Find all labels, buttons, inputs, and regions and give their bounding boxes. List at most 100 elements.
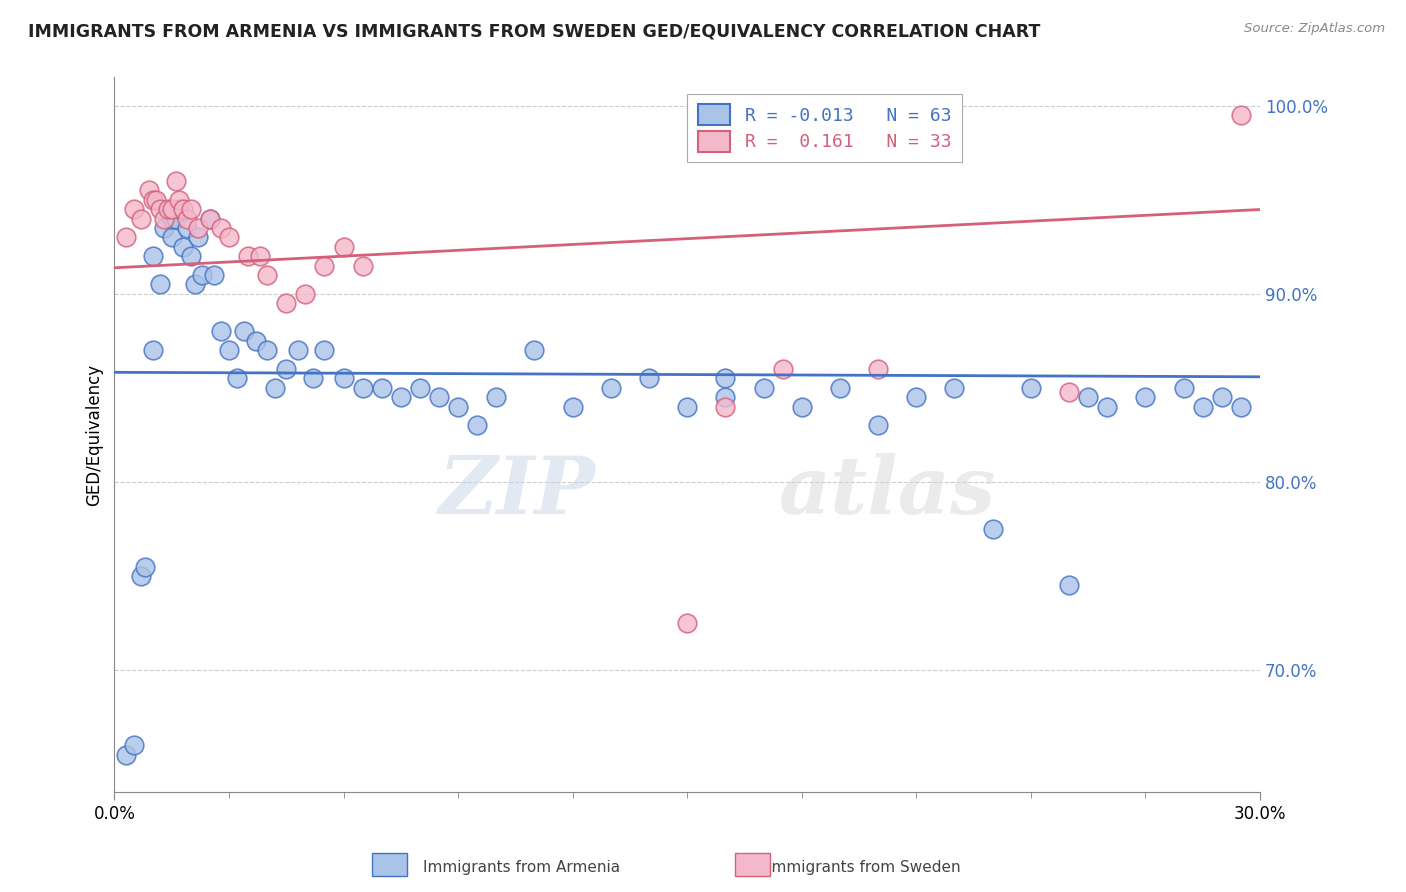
Point <box>790 400 813 414</box>
Text: ZIP: ZIP <box>439 453 596 531</box>
Point <box>905 390 928 404</box>
Point <box>352 381 374 395</box>
Point <box>1057 384 1080 399</box>
Point <box>202 268 225 282</box>
Point <box>180 202 202 216</box>
Point <box>1057 578 1080 592</box>
Point <box>122 738 145 752</box>
Point <box>1135 390 1157 404</box>
Point <box>129 211 152 226</box>
Point <box>180 249 202 263</box>
Point <box>1173 381 1195 395</box>
Point <box>115 747 138 762</box>
Point <box>676 615 699 630</box>
Point <box>169 202 191 216</box>
Text: IMMIGRANTS FROM ARMENIA VS IMMIGRANTS FROM SWEDEN GED/EQUIVALENCY CORRELATION CH: IMMIGRANTS FROM ARMENIA VS IMMIGRANTS FR… <box>28 22 1040 40</box>
Point <box>389 390 412 404</box>
Point <box>868 362 890 376</box>
Point <box>145 193 167 207</box>
Point <box>561 400 583 414</box>
Point <box>714 390 737 404</box>
Point <box>172 240 194 254</box>
Point <box>256 268 278 282</box>
Point <box>122 202 145 216</box>
Point <box>1077 390 1099 404</box>
Point <box>245 334 267 348</box>
Point <box>209 325 232 339</box>
Point <box>447 400 470 414</box>
Point <box>176 211 198 226</box>
Point <box>752 381 775 395</box>
Point <box>153 221 176 235</box>
Point <box>302 371 325 385</box>
Point <box>256 343 278 358</box>
Point <box>599 381 621 395</box>
Point <box>1191 400 1213 414</box>
Point <box>149 277 172 292</box>
Text: atlas: atlas <box>779 453 997 531</box>
Point <box>1095 400 1118 414</box>
Point <box>160 211 183 226</box>
Point <box>276 362 298 376</box>
Point <box>156 202 179 216</box>
Point <box>160 230 183 244</box>
Point <box>249 249 271 263</box>
Point <box>638 371 661 385</box>
Point <box>233 325 256 339</box>
Point <box>172 202 194 216</box>
Point <box>409 381 432 395</box>
Point <box>138 183 160 197</box>
Point <box>676 400 699 414</box>
Point <box>523 343 546 358</box>
Point <box>153 211 176 226</box>
Point <box>868 418 890 433</box>
Point <box>134 559 156 574</box>
Point <box>1229 400 1251 414</box>
Point <box>772 362 794 376</box>
Point <box>198 211 221 226</box>
Text: Immigrants from Armenia: Immigrants from Armenia <box>422 860 620 874</box>
Point <box>169 193 191 207</box>
Point <box>129 569 152 583</box>
Point <box>218 230 240 244</box>
Point <box>332 240 354 254</box>
Point <box>176 221 198 235</box>
Point <box>465 418 488 433</box>
Point <box>209 221 232 235</box>
Point <box>276 296 298 310</box>
Point <box>225 371 247 385</box>
Point <box>198 211 221 226</box>
Legend: R = -0.013   N = 63, R =  0.161   N = 33: R = -0.013 N = 63, R = 0.161 N = 33 <box>688 94 962 162</box>
Point <box>352 259 374 273</box>
Point <box>1019 381 1042 395</box>
Point <box>287 343 309 358</box>
Point <box>485 390 508 404</box>
Point <box>236 249 259 263</box>
Point <box>142 249 165 263</box>
Point <box>115 230 138 244</box>
Point <box>828 381 851 395</box>
Point <box>165 211 187 226</box>
Y-axis label: GED/Equivalency: GED/Equivalency <box>86 364 103 506</box>
Text: Immigrants from Sweden: Immigrants from Sweden <box>768 860 960 874</box>
Point <box>294 286 316 301</box>
Point <box>142 193 165 207</box>
Point <box>187 221 209 235</box>
Point <box>370 381 392 395</box>
Point <box>160 202 183 216</box>
Point <box>263 381 285 395</box>
Point <box>1211 390 1233 404</box>
Point <box>183 277 205 292</box>
Point <box>427 390 450 404</box>
Point <box>142 343 165 358</box>
Point <box>218 343 240 358</box>
Point <box>714 371 737 385</box>
Text: Source: ZipAtlas.com: Source: ZipAtlas.com <box>1244 22 1385 36</box>
Point <box>314 259 336 273</box>
Point <box>981 522 1004 536</box>
Point <box>314 343 336 358</box>
Point <box>943 381 966 395</box>
Point <box>714 400 737 414</box>
Point <box>165 174 187 188</box>
Point <box>332 371 354 385</box>
